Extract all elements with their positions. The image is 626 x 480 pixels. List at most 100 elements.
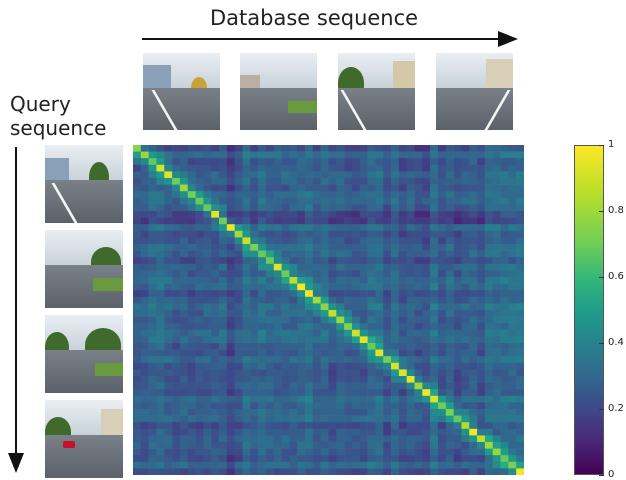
heatmap-cell [226, 376, 235, 383]
heatmap-cell [133, 395, 142, 403]
heatmap-cell [187, 349, 196, 357]
heatmap-cell [312, 184, 321, 192]
heatmap-cell [367, 448, 376, 456]
heatmap-cell [133, 270, 142, 278]
heatmap-cell [414, 224, 423, 232]
heatmap-cell [500, 415, 509, 423]
heatmap-cell [164, 461, 173, 469]
heatmap-cell [195, 442, 204, 449]
heatmap-cell [469, 389, 478, 397]
heatmap-cell [172, 389, 181, 397]
heatmap-cell [211, 422, 220, 430]
heatmap-cell [320, 257, 329, 265]
heatmap-cell [414, 356, 423, 364]
heatmap-cell [211, 204, 220, 212]
heatmap-cell [250, 468, 259, 475]
heatmap-cell [312, 349, 321, 357]
heatmap-cell [305, 395, 314, 403]
heatmap-cell [226, 362, 235, 370]
heatmap-cell [289, 422, 298, 430]
heatmap-cell [430, 204, 439, 212]
heatmap-cell [133, 178, 142, 185]
heatmap-cell [445, 382, 454, 390]
heatmap-cell [398, 158, 407, 166]
heatmap-cell [312, 237, 321, 245]
heatmap-cell [344, 356, 353, 364]
heatmap-cell [133, 250, 142, 258]
heatmap-cell [383, 263, 392, 271]
heatmap-cell [492, 389, 501, 397]
heatmap-cell [422, 244, 431, 251]
heatmap-cell [391, 310, 400, 317]
heatmap-cell [297, 442, 306, 449]
heatmap-cell [508, 362, 517, 370]
heatmap-cell [281, 369, 290, 377]
heatmap-cell [453, 158, 462, 166]
heatmap-cell [250, 395, 259, 403]
heatmap-cell [469, 428, 478, 436]
heatmap-cell [211, 283, 220, 291]
heatmap-cell [172, 250, 181, 258]
heatmap-cell [406, 164, 415, 172]
heatmap-cell [453, 257, 462, 265]
heatmap-cell [508, 164, 517, 172]
heatmap-cell [234, 211, 243, 218]
heatmap-cell [187, 428, 196, 436]
heatmap-cell [195, 376, 204, 383]
heatmap-cell [430, 435, 439, 443]
heatmap-cell [383, 435, 392, 443]
heatmap-cell [179, 349, 189, 357]
heatmap-cell [226, 382, 235, 390]
heatmap-cell [140, 389, 149, 397]
heatmap-cell [172, 461, 181, 469]
heatmap-cell [351, 296, 361, 304]
heatmap-cell [422, 237, 431, 245]
heatmap-cell [156, 244, 165, 251]
heatmap-cell [445, 362, 454, 370]
heatmap-cell [203, 171, 212, 179]
heatmap-cell [508, 237, 517, 245]
heatmap-cell [375, 178, 384, 185]
heatmap-cell [172, 204, 181, 212]
colorbar-tick-mark [599, 409, 604, 410]
heatmap-cell [328, 250, 337, 258]
heatmap-cell [336, 435, 345, 443]
heatmap-cell [367, 263, 376, 271]
heatmap-cell [195, 158, 204, 166]
heatmap-cell [297, 158, 306, 166]
heatmap-cell [297, 336, 306, 344]
heatmap-cell [375, 244, 384, 251]
heatmap-cell [164, 303, 173, 311]
heatmap-cell [383, 382, 392, 390]
heatmap-cell [336, 395, 345, 403]
heatmap-cell [430, 211, 439, 218]
heatmap-cell [422, 184, 431, 192]
heatmap-cell [320, 158, 329, 166]
heatmap-cell [437, 296, 447, 304]
heatmap-cell [289, 336, 298, 344]
heatmap-cell [336, 237, 345, 245]
heatmap-cell [383, 290, 392, 298]
heatmap-cell [516, 435, 524, 443]
heatmap-cell [375, 362, 384, 370]
heatmap-cell [172, 369, 181, 377]
heatmap-cell [258, 257, 267, 265]
heatmap-cell [242, 277, 251, 284]
heatmap-cell [148, 171, 157, 179]
heatmap-cell [344, 442, 353, 449]
heatmap-cell [219, 316, 228, 324]
heatmap-cell [469, 442, 478, 449]
heatmap-cell [203, 316, 212, 324]
heatmap-cell [484, 204, 494, 212]
heatmap-cell [500, 382, 509, 390]
heatmap-cell [219, 389, 228, 397]
heatmap-cell [258, 303, 267, 311]
heatmap-cell [391, 151, 400, 159]
heatmap-cell [312, 257, 321, 265]
heatmap-cell [226, 455, 235, 463]
heatmap-cell [406, 184, 415, 192]
heatmap-cell [250, 402, 259, 410]
heatmap-cell [359, 230, 368, 238]
heatmap-cell [250, 217, 259, 225]
heatmap-cell [430, 442, 439, 449]
